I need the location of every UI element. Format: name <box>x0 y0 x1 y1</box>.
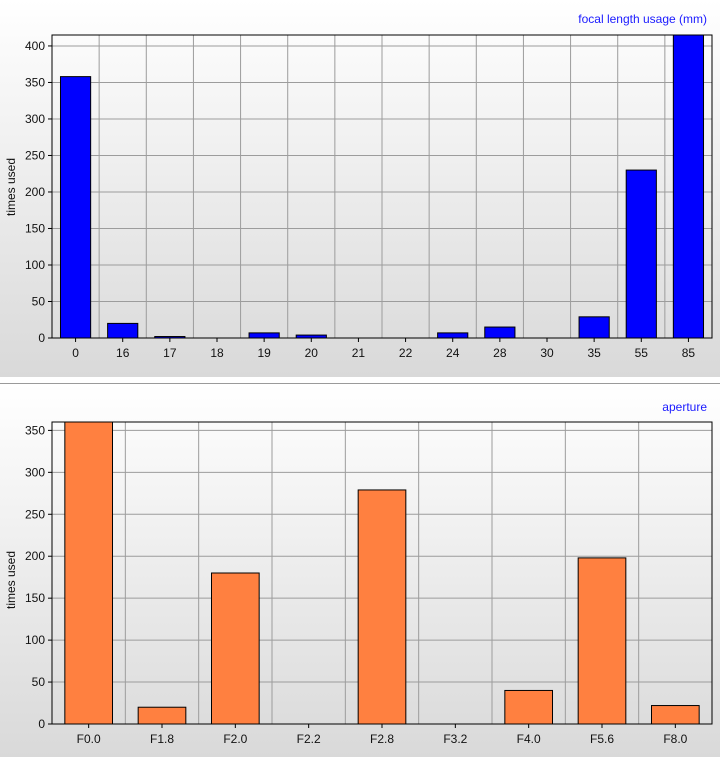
focal-bar-85 <box>672 34 705 339</box>
aperture-y-tick-label: 200 <box>25 549 45 563</box>
focal-x-tick-label: 30 <box>540 346 554 360</box>
aperture-x-tick-label: F0.0 <box>77 732 101 746</box>
focal-y-tick-label: 0 <box>38 331 45 345</box>
focal-x-tick-label: 35 <box>587 346 601 360</box>
focal-length-chart: focal length usage (mm) times used 0 50 10… <box>4 12 713 360</box>
focal-plot-frame <box>51 34 713 339</box>
focal-x-tick-label: 55 <box>635 346 649 360</box>
focal-bar-24 <box>437 332 469 339</box>
focal-x-tick-label: 18 <box>210 346 224 360</box>
aperture-x-tick-label: F1.8 <box>150 732 174 746</box>
focal-length-chart-panel: focal length usage (mm) times used 0 50 10… <box>0 0 720 378</box>
aperture-bar-f2-8 <box>357 489 407 725</box>
aperture-y-tick-label: 300 <box>25 465 45 479</box>
focal-x-tick-label: 22 <box>399 346 413 360</box>
focal-bar-19 <box>248 332 280 339</box>
focal-bar-55 <box>625 169 657 339</box>
aperture-x-tick-label: F5.6 <box>590 732 614 746</box>
focal-y-tick-label: 100 <box>25 258 45 272</box>
focal-y-axis: 0 50 100 150 200 250 300 350 400 <box>25 39 52 345</box>
focal-y-tick-label: 200 <box>25 185 45 199</box>
aperture-y-tick-label: 150 <box>25 591 45 605</box>
focal-x-tick-label: 24 <box>446 346 460 360</box>
aperture-y-tick-label: 0 <box>38 717 45 731</box>
focal-bar-0 <box>59 76 92 339</box>
aperture-y-tick-label: 250 <box>25 507 45 521</box>
focal-x-axis: 0 16 17 18 19 20 21 22 24 28 30 35 55 85 <box>72 338 695 360</box>
aperture-chart-title: aperture <box>662 400 707 414</box>
focal-y-tick-label: 50 <box>32 294 46 308</box>
focal-x-tick-label: 20 <box>305 346 319 360</box>
focal-bar-35 <box>578 316 610 339</box>
focal-y-tick-label: 250 <box>25 148 45 162</box>
aperture-x-axis: F0.0 F1.8 F2.0 F2.2 F2.8 F3.2 F4.0 F5.6 F8.0 <box>77 724 688 746</box>
aperture-y-axis: 0 50 100 150 200 250 300 350 <box>25 423 52 731</box>
aperture-bar-f5-6 <box>577 557 627 725</box>
focal-x-tick-label: 85 <box>682 346 696 360</box>
aperture-bar-f1-8 <box>137 706 187 725</box>
aperture-bar-f8-0 <box>651 705 700 725</box>
focal-length-y-axis-label: times used <box>4 158 18 216</box>
focal-x-tick-label: 0 <box>72 346 79 360</box>
chart-divider <box>0 377 720 383</box>
focal-bar-16 <box>107 322 139 339</box>
aperture-chart-panel: aperture times used 0 50 100 150 200 250 300 35… <box>0 383 720 757</box>
focal-x-tick-label: 16 <box>116 346 130 360</box>
aperture-x-tick-label: F4.0 <box>517 732 541 746</box>
focal-bars <box>59 34 705 339</box>
aperture-y-tick-label: 100 <box>25 633 45 647</box>
focal-x-tick-label: 28 <box>493 346 507 360</box>
focal-bar-28 <box>484 326 516 339</box>
aperture-x-tick-label: F3.2 <box>443 732 467 746</box>
focal-gridlines <box>52 35 712 338</box>
focal-x-tick-label: 17 <box>163 346 177 360</box>
aperture-x-tick-label: F2.0 <box>223 732 247 746</box>
aperture-x-tick-label: F2.2 <box>297 732 321 746</box>
focal-y-tick-label: 150 <box>25 221 45 235</box>
aperture-chart: aperture times used 0 50 100 150 200 250 300 35… <box>4 400 713 746</box>
aperture-bar-f2-0 <box>211 572 260 725</box>
aperture-plot-frame <box>51 421 713 725</box>
focal-y-tick-label: 350 <box>25 75 45 89</box>
focal-x-tick-label: 21 <box>352 346 366 360</box>
focal-y-tick-label: 300 <box>25 112 45 126</box>
aperture-y-tick-label: 50 <box>32 675 46 689</box>
aperture-y-tick-label: 350 <box>25 423 45 437</box>
aperture-bar-f0-0 <box>64 421 114 725</box>
aperture-bar-f4-0 <box>504 689 554 725</box>
aperture-bars <box>64 421 700 725</box>
aperture-x-tick-label: F2.8 <box>370 732 394 746</box>
aperture-y-axis-label: times used <box>4 551 18 609</box>
focal-y-tick-label: 400 <box>25 39 45 53</box>
focal-length-chart-title: focal length usage (mm) <box>578 12 707 26</box>
focal-x-tick-label: 19 <box>257 346 271 360</box>
aperture-x-tick-label: F8.0 <box>663 732 687 746</box>
